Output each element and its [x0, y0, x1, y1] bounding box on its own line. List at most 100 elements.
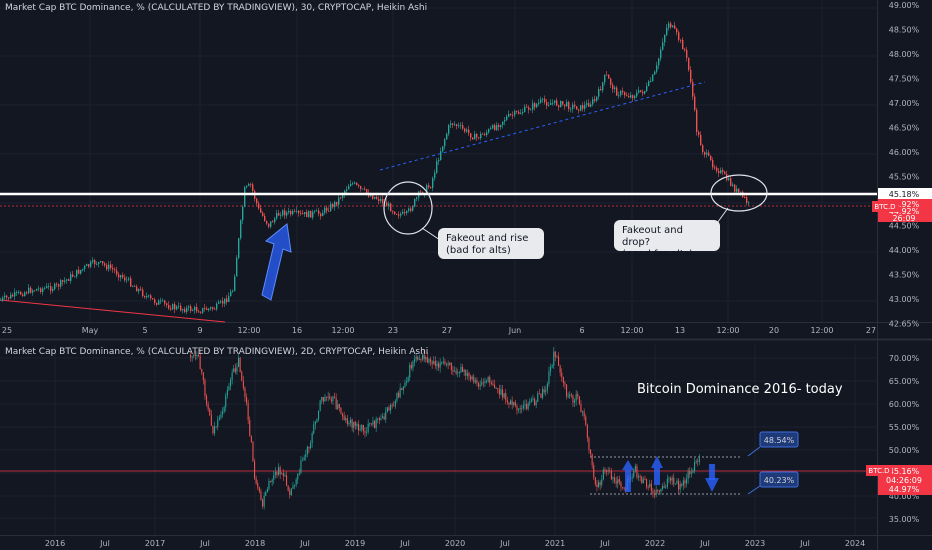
- top-candle-25: [50, 282, 52, 295]
- bottom-candle-150: [430, 356, 432, 367]
- bottom-candle-186: [487, 376, 489, 383]
- bottom-candle-64: [292, 482, 294, 489]
- top-candle-275: [550, 99, 552, 106]
- bottom-candle-318: [698, 453, 700, 466]
- bottom-candle-25: [230, 377, 232, 391]
- top-candle-276: [552, 99, 554, 106]
- bottom-candle-45: [262, 498, 264, 509]
- top-candle-82: [164, 299, 166, 307]
- bottom-candle-268: [618, 475, 620, 485]
- top-candle-62: [124, 274, 126, 283]
- top-candle-220: [440, 147, 442, 161]
- top-candle-113: [226, 295, 228, 306]
- bottom-candle-201: [511, 396, 513, 410]
- top-candle-360: [720, 167, 722, 175]
- top-candle-357: [714, 164, 716, 171]
- fakeout-rise-circle: [383, 181, 433, 235]
- top-candle-367: [734, 183, 736, 193]
- bottom-candle-305: [678, 478, 680, 494]
- top-candle-100: [200, 311, 202, 314]
- top-candle-118: [236, 255, 238, 277]
- bottom-candle-69: [300, 456, 302, 475]
- top-candle-355: [710, 155, 712, 162]
- top-candle-112: [224, 298, 226, 307]
- top-candle-354: [708, 150, 710, 157]
- bottom-candle-37: [249, 416, 251, 437]
- top-candle-28: [56, 282, 58, 288]
- top-x-tick-12: 13: [675, 326, 685, 335]
- top-candle-88: [176, 305, 178, 311]
- bottom-candle-70: [302, 457, 304, 462]
- top-tag-2: 44.92%: [889, 200, 920, 209]
- bottom-candle-225: [550, 363, 552, 377]
- top-candle-109: [218, 299, 220, 305]
- bottom-candle-309: [684, 477, 686, 489]
- bottom-x-tick-10: 2021: [545, 539, 565, 548]
- bottom-price-tags: 45.16% 04:26:09 44.97% BTC.D: [866, 465, 932, 495]
- bottom-candle-290: [654, 489, 656, 499]
- bottom-y-tick-3: 55.00%: [889, 423, 920, 432]
- top-candle-15: [30, 285, 32, 294]
- range-box: [590, 456, 740, 495]
- top-candle-114: [228, 292, 230, 303]
- bottom-candle-284: [644, 475, 646, 481]
- top-candle-175: [350, 180, 352, 187]
- top-candle-300: [600, 85, 602, 91]
- top-y-tick-7: 45.50%: [889, 173, 920, 182]
- top-candle-336: [672, 25, 674, 28]
- top-y-tick-3: 47.50%: [889, 75, 920, 84]
- fakeout-rise-line-2: (bad for alts): [446, 245, 511, 256]
- top-candle-92: [184, 306, 186, 314]
- bottom-candle-163: [450, 362, 452, 375]
- bottom-candle-68: [298, 468, 300, 476]
- bottom-candle-298: [666, 474, 668, 490]
- top-y-axis: 49.00% 48.50% 48.00% 47.50% 47.00% 46.50% 46.0…: [889, 1, 920, 329]
- top-candle-273: [546, 98, 548, 110]
- top-candles: [0, 21, 750, 315]
- bottom-candle-36: [247, 399, 249, 425]
- top-candle-144: [288, 207, 290, 215]
- top-candle-150: [300, 210, 302, 216]
- top-candle-120: [240, 219, 242, 241]
- top-candle-315: [630, 92, 632, 99]
- top-candle-302: [604, 74, 606, 86]
- top-candle-131: [262, 211, 264, 217]
- top-candle-41: [82, 268, 84, 272]
- bottom-candle-244: [580, 400, 582, 413]
- top-candle-246: [492, 124, 494, 130]
- top-candle-181: [362, 188, 364, 190]
- top-candle-133: [266, 220, 268, 226]
- top-candle-159: [318, 207, 320, 217]
- bottom-candle-185: [486, 378, 488, 384]
- top-candle-141: [282, 209, 284, 217]
- bottom-candle-285: [646, 478, 648, 490]
- top-candle-358: [716, 165, 718, 174]
- bottom-candle-83: [322, 396, 324, 405]
- bottom-x-tick-2: 2017: [145, 539, 165, 548]
- top-candle-209: [418, 190, 420, 202]
- top-candle-40: [80, 269, 82, 275]
- bottom-candle-193: [498, 384, 500, 399]
- top-candle-0: [0, 297, 2, 301]
- top-candle-95: [190, 304, 192, 314]
- fakeout-drop-line-2: (good for alts): [622, 249, 693, 260]
- bottom-candle-295: [662, 483, 664, 491]
- bottom-candle-159: [444, 359, 446, 366]
- bottom-candle-67: [297, 473, 299, 485]
- bottom-candle-222: [545, 386, 547, 397]
- bottom-x-tick-6: 2019: [345, 539, 365, 548]
- top-candle-278: [556, 97, 558, 107]
- top-candle-56: [112, 264, 114, 273]
- bottom-candle-134: [404, 379, 406, 389]
- top-candle-240: [480, 131, 482, 141]
- top-candle-23: [46, 283, 48, 289]
- bottom-candle-250: [590, 449, 592, 457]
- top-candle-21: [42, 286, 44, 296]
- top-candle-277: [554, 100, 556, 106]
- bottom-candle-52: [273, 470, 275, 485]
- top-candle-214: [428, 182, 430, 189]
- bottom-candle-316: [695, 459, 697, 465]
- top-candle-45: [90, 260, 92, 269]
- fakeout-rise-callout: Fakeout and rise (bad for alts): [438, 228, 544, 259]
- bottom-candle-289: [652, 488, 654, 498]
